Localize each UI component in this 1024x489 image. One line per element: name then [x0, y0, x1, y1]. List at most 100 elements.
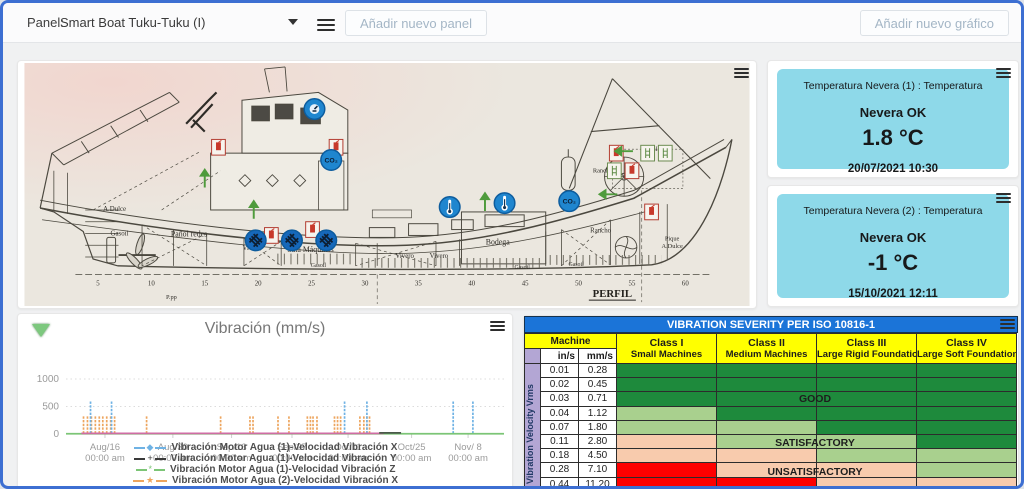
green-arrow-icon	[479, 191, 491, 211]
alarm-sensor-icon	[303, 98, 326, 121]
severity-value-cell: 0.45	[578, 377, 617, 393]
severity-value-cell: 0.04	[540, 405, 579, 421]
side-label: Vibration Velocity Vrms	[524, 363, 541, 486]
svg-text:Sep/27: Sep/27	[277, 442, 307, 453]
boat-profile-drawing: 5 10 15 20 25 30 35 40 45 50 55 60 PERFIL P.pp A.Dulc…	[24, 63, 750, 306]
temperature-card-2: Temperatura Nevera (2) : Temperatura Nev…	[767, 185, 1019, 307]
unit-header: mm/s	[578, 348, 617, 364]
svg-text:25: 25	[308, 280, 315, 287]
severity-value-cell: 0.03	[540, 391, 579, 407]
temp-card-1-title: Temperatura Nevera (1) : Temperatura	[803, 80, 983, 92]
fire-equipment-icon	[305, 221, 320, 238]
svg-text:00:00 am: 00:00 am	[272, 453, 312, 464]
legend-marker-icon: *	[148, 464, 153, 474]
legend-item[interactable]: * Vibración Motor Agua (1)-Velocidad Vibr…	[18, 464, 512, 475]
panel-label: Panel:	[27, 15, 64, 30]
severity-zone-cell	[716, 362, 817, 379]
top-toolbar: Panel: Smart Boat Tuku-Tuku (I) Añadir n…	[3, 3, 1021, 43]
severity-table: Machine Class I Small Machines Class II Medi…	[524, 333, 1018, 486]
temp-card-1-menu-icon[interactable]	[996, 66, 1011, 80]
legend-label: Vibración Motor Agua (2)-Velocidad Vibra…	[172, 475, 399, 486]
severity-zone-cell	[716, 419, 817, 435]
severity-zone-cell	[816, 405, 917, 421]
svg-text:Gasoil: Gasoil	[311, 263, 327, 269]
ruler-numbers: 5 10 15 20 25 30 35 40 45 50 55 60 PERFIL P.pp	[96, 280, 689, 301]
legend-label: Vibración Motor Agua (1)-Velocidad Vibra…	[170, 453, 397, 464]
add-panel-button[interactable]: Añadir nuevo panel	[345, 10, 488, 36]
severity-table-panel: VIBRATION SEVERITY PER ISO 10816-1 Machi…	[523, 315, 1019, 486]
svg-text:Bodega: Bodega	[486, 237, 510, 246]
severity-value-cell: 11.20	[578, 476, 617, 486]
svg-text:Aug/16: Aug/16	[90, 442, 120, 453]
chevron-down-icon[interactable]	[288, 19, 298, 25]
severity-zone-cell	[716, 433, 817, 450]
legend-marker-icon: ★	[145, 475, 155, 485]
severity-zone-cell	[816, 362, 917, 379]
svg-text:30: 30	[362, 280, 369, 287]
svg-text:Vivero: Vivero	[395, 253, 414, 260]
machine-header: Machine	[524, 333, 617, 349]
severity-zone-cell	[616, 391, 717, 407]
severity-value-cell: 1.12	[578, 405, 617, 421]
severity-zone-cell	[816, 419, 917, 435]
severity-menu-icon[interactable]	[1000, 317, 1015, 331]
boat-diagram-panel: 5 10 15 20 25 30 35 40 45 50 55 60 PERFIL P.pp A.Dulc…	[17, 60, 757, 309]
vib-sensor-icon	[280, 229, 303, 252]
temp-card-2-body: Temperatura Nevera (2) : Temperatura Nev…	[777, 194, 1009, 300]
severity-zone-cell	[716, 476, 817, 486]
severity-zone-cell	[816, 391, 917, 407]
class-header: Class I Small Machines	[616, 333, 717, 364]
legend-item[interactable]: ◆ Vibración Motor Agua (1)-Velocidad Vibr…	[18, 442, 512, 453]
legend-item[interactable]: + Vibración Motor Agua (1)-Velocidad Vibr…	[18, 453, 512, 464]
co2-sensor-icon: CO₂	[558, 190, 581, 213]
svg-text:A.Dulce: A.Dulce	[661, 243, 683, 250]
temp-card-1-status: Nevera OK	[859, 105, 927, 120]
filter-funnel-icon[interactable]	[32, 324, 50, 337]
equipment-icon	[640, 144, 655, 162]
temp-card-2-timestamp: 15/10/2021 12:11	[848, 288, 938, 300]
temp-card-1-value: 1.8 °C	[862, 125, 924, 150]
svg-text:00:00 am: 00:00 am	[448, 453, 488, 464]
severity-zone-cell	[616, 405, 717, 421]
severity-value-cell: 0.18	[540, 448, 579, 464]
legend-item[interactable]: ★ Vibración Motor Agua (2)-Velocidad Vibr…	[18, 475, 512, 486]
unit-header: in/s	[540, 348, 579, 364]
fire-equipment-icon	[211, 138, 226, 156]
svg-text:00:00 am: 00:00 am	[328, 453, 368, 464]
severity-value-cell: 0.11	[540, 433, 579, 450]
severity-zone-cell	[716, 448, 817, 464]
temp-card-2-menu-icon[interactable]	[996, 191, 1011, 205]
sensor-markers: CO₂ CO₂	[198, 98, 673, 252]
svg-text:Sala Máquinas: Sala Máquinas	[287, 245, 333, 254]
temperature-card-1: Temperatura Nevera (1) : Temperatura Nev…	[767, 60, 1019, 178]
corner-cell	[524, 348, 541, 364]
severity-zone-cell	[616, 433, 717, 450]
panel-menu-icon[interactable]	[317, 16, 335, 34]
severity-zone-cell	[616, 419, 717, 435]
boat-panel-menu-icon[interactable]	[734, 66, 749, 80]
legend-marker-icon: ◆	[146, 442, 154, 452]
svg-text:10: 10	[148, 280, 155, 287]
fire-equipment-icon	[644, 203, 659, 221]
severity-value-cell: 7.10	[578, 462, 617, 478]
severity-zone-cell	[816, 448, 917, 464]
chart-menu-icon[interactable]	[490, 319, 505, 333]
compartment-labels: A.Dulce Gasoil Pañol redes Vivero Sala Máqui…	[103, 146, 683, 271]
severity-zone-cell	[716, 377, 817, 393]
svg-text:Gasoil: Gasoil	[111, 230, 129, 237]
svg-text:55: 55	[629, 280, 636, 287]
severity-zone-cell	[616, 448, 717, 464]
severity-value-cell: 0.28	[540, 462, 579, 478]
svg-text:40: 40	[468, 280, 475, 287]
add-chart-button[interactable]: Añadir nuevo gráfico	[859, 10, 1009, 36]
class-header: Class II Medium Machines	[716, 333, 817, 364]
svg-text:Aug/30: Aug/30	[158, 442, 188, 453]
svg-text:Pañol redes: Pañol redes	[171, 229, 207, 238]
severity-zone-cell	[916, 377, 1017, 393]
temp-card-1-body: Temperatura Nevera (1) : Temperatura Nev…	[777, 69, 1009, 175]
panel-selector[interactable]: Smart Boat Tuku-Tuku (I)	[60, 15, 206, 30]
svg-text:00:00 am: 00:00 am	[85, 453, 125, 464]
severity-zone-cell	[616, 362, 717, 379]
svg-text:A.Dulce: A.Dulce	[103, 206, 126, 213]
